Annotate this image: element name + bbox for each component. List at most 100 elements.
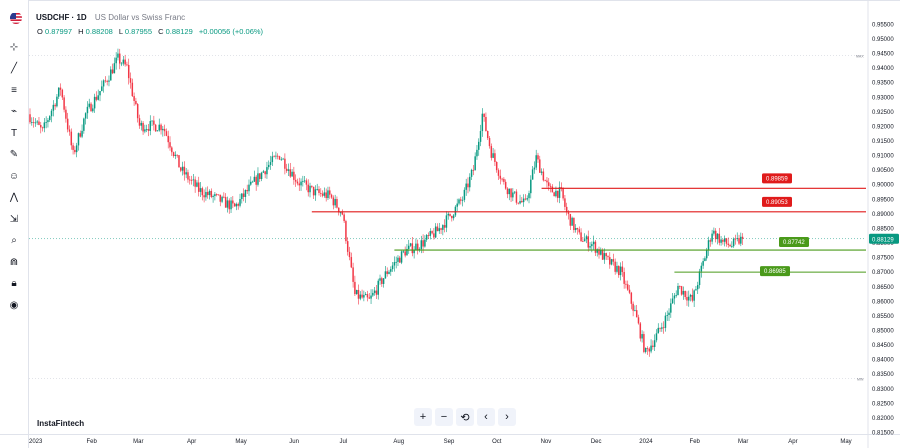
eye-icon[interactable]: ◉ (9, 299, 19, 311)
watermark: InstaFintech (37, 419, 85, 428)
scroll-right-button[interactable]: › (498, 408, 516, 426)
reset-button[interactable]: ⟲ (456, 408, 474, 426)
candle-body (57, 87, 60, 97)
zoom-in-button[interactable]: + (414, 408, 432, 426)
candle-body (400, 251, 403, 263)
level-label-box (762, 173, 792, 184)
candle-body (662, 327, 665, 329)
candle-body (696, 285, 699, 290)
lock-icon[interactable]: 🔒︎ (11, 278, 17, 289)
candle-body (628, 289, 631, 293)
candle-body (548, 182, 550, 186)
candle-body (691, 294, 694, 301)
candle-body (675, 295, 677, 296)
candle-body (411, 243, 414, 254)
candle-body (521, 201, 523, 203)
candle-body (524, 198, 527, 200)
candle-body (497, 170, 500, 176)
candle-body (409, 243, 412, 246)
y-tick-label: 0.86000 (872, 299, 894, 305)
emoji-icon[interactable]: ☺ (8, 170, 20, 182)
candle-body (384, 271, 387, 279)
trend-line-icon[interactable]: ╱ (10, 63, 18, 74)
level-label: 0.89053 (766, 200, 788, 206)
candle-body (101, 86, 103, 92)
candle-body (542, 171, 545, 181)
candle-body (635, 310, 638, 318)
candle-body (425, 235, 428, 240)
candle-body (276, 155, 279, 157)
candle-body (420, 240, 423, 250)
candle-body (158, 124, 160, 131)
candle-body (187, 172, 189, 180)
scroll-left-button[interactable]: ‹ (477, 408, 495, 426)
symbol-legend[interactable]: USDCHF · 1D US Dollar vs Swiss Franc (36, 13, 185, 22)
candle-body (336, 199, 338, 208)
candle-body (119, 53, 121, 64)
candle-body (539, 159, 541, 173)
candle-body (382, 278, 385, 284)
candle-body (381, 278, 383, 284)
candle-body (580, 232, 582, 242)
candle-body (621, 266, 624, 272)
y-tick-label: 0.94500 (872, 52, 894, 58)
candle-body (659, 327, 661, 329)
candle-body (567, 212, 570, 215)
y-tick-label: 0.93500 (872, 81, 894, 87)
x-tick-label: May (235, 439, 246, 445)
candle-body (429, 231, 432, 236)
candle-body (95, 96, 98, 100)
candle-body (540, 171, 543, 173)
pattern-icon[interactable]: ⋀ (9, 192, 19, 203)
candle-body (366, 294, 369, 298)
candle-body (705, 250, 708, 259)
candle-body (533, 167, 536, 170)
magnet-icon[interactable]: ⋒ (9, 256, 19, 268)
candle-body (709, 240, 712, 242)
candle-body (648, 348, 651, 352)
candle-body (47, 120, 49, 123)
candle-body (438, 228, 441, 232)
candle-body (228, 200, 230, 210)
candle-body (670, 303, 672, 313)
zoom-icon[interactable]: ⌕ (11, 235, 17, 246)
candle-body (465, 183, 467, 190)
candle-body (600, 249, 602, 255)
cursor-icon[interactable]: ⊹ (9, 41, 19, 53)
candle-body (452, 215, 455, 219)
text-icon[interactable]: T (10, 127, 18, 139)
candle-body (321, 193, 324, 196)
candle-body (144, 129, 146, 132)
candle-body (370, 295, 372, 299)
zoom-out-button[interactable]: − (435, 408, 453, 426)
x-tick-label: Mar (133, 439, 143, 445)
candle-body (605, 253, 607, 257)
candle-body (406, 248, 408, 256)
measure-icon[interactable]: ⇲ (9, 213, 19, 225)
candle-body (169, 142, 171, 148)
y-tick-label: 0.90000 (872, 183, 894, 189)
candle-body (300, 181, 302, 186)
y-tick-label: 0.85500 (872, 314, 894, 320)
candle-body (337, 207, 340, 213)
candle-body (614, 261, 616, 272)
x-tick-label: Apr (788, 439, 797, 445)
candle-body (68, 129, 71, 132)
y-tick-label: 0.81500 (872, 431, 894, 437)
candle-body (75, 145, 78, 153)
candle-body (70, 131, 73, 146)
candle-body (29, 114, 31, 123)
candle-body (149, 121, 152, 131)
level-label: 0.89859 (766, 176, 788, 182)
pencil-icon[interactable]: ✎ (9, 149, 19, 160)
candle-body (354, 281, 356, 295)
x-tick-label: 2024 (639, 439, 653, 445)
candle-body (363, 295, 365, 298)
brush-icon[interactable]: ⌁ (10, 106, 18, 117)
fib-icon[interactable]: ≡ (11, 84, 17, 96)
candle-body (474, 156, 476, 171)
candle-body (494, 153, 496, 162)
symbol-name[interactable]: USDCHF · 1D (36, 13, 87, 22)
candle-body (327, 190, 329, 199)
